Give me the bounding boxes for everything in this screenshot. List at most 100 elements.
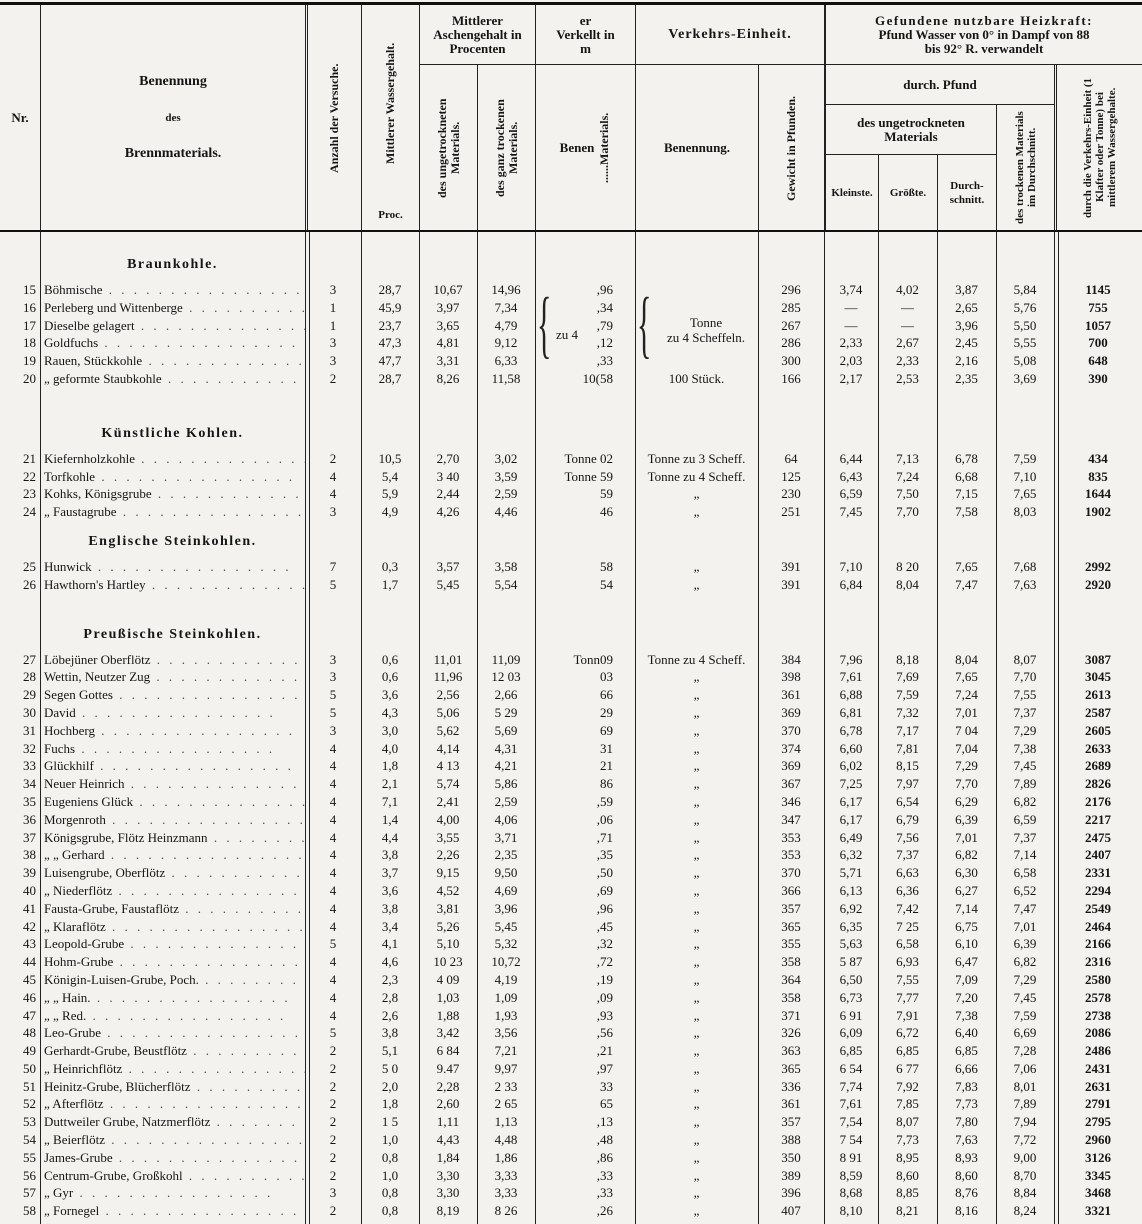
cell-name: „ Heinrichflötz . . . . . . . . . . . . … <box>40 1060 305 1078</box>
material-name: Hunwick <box>44 558 92 574</box>
cell-nr: 37 <box>23 829 36 845</box>
cell-asche-t: 4,69 <box>494 882 518 898</box>
cell-gewicht: 369 <box>781 758 801 774</box>
cell-gewicht: 166 <box>781 370 801 386</box>
cell-groesste: 8,95 <box>896 1149 919 1165</box>
cell-einheit: „ <box>693 576 700 592</box>
cell-verk: ,59 <box>596 793 613 809</box>
cell-einheit: „ <box>693 1114 700 1130</box>
cell-groesste: 8,60 <box>896 1167 919 1183</box>
material-name: Perleberg und Wittenberge <box>44 299 183 315</box>
leader-dots: . . . . . . . . . . . . . . . . <box>90 989 291 1005</box>
cell-asche-t: 4,46 <box>494 504 518 520</box>
table-row: 15 Böhmische . . . . . . . . . . . . . . … <box>0 281 1142 299</box>
cell-durchschnitt: 3,96 <box>955 317 978 333</box>
cell-einheit: Tonne zu 4 Scheff. <box>647 651 746 667</box>
table-row: 37 Königsgrube, Flötz Heinzmann . . . . .… <box>0 829 1142 847</box>
group-unit-note: Tonne zu 4 Scheffeln. <box>654 315 758 345</box>
cell-verk: 66 <box>600 687 613 703</box>
cell-name: Hawthorn's Hartley . . . . . . . . . . .… <box>40 576 305 594</box>
cell-total: 3045 <box>1085 669 1111 685</box>
column-rule <box>878 232 879 1224</box>
cell-durchschnitt: 6,66 <box>955 1060 978 1076</box>
header-kleinste: Kleinste. <box>824 155 878 230</box>
cell-asche-u: 4,43 <box>436 1132 460 1148</box>
cell-gewicht: 346 <box>781 793 801 809</box>
cell-verk: 33 <box>600 1078 613 1094</box>
cell-groesste: 7,37 <box>896 847 919 863</box>
cell-name: Kohks, Königsgrube . . . . . . . . . . .… <box>40 485 305 503</box>
cell-asche-t: 2,35 <box>494 847 518 863</box>
cell-verk: 54 <box>600 576 613 592</box>
cell-total: 755 <box>1088 299 1108 315</box>
table-row: 54 „ Beierflötz . . . . . . . . . . . . .… <box>0 1131 1142 1149</box>
cell-trocken: 7,06 <box>1013 1060 1037 1076</box>
cell-trocken: 7,38 <box>1013 740 1037 756</box>
cell-durchschnitt: 6,75 <box>955 918 978 934</box>
header-line: m <box>580 40 591 56</box>
cell-nr: 22 <box>23 468 36 484</box>
cell-wasser: 2,1 <box>381 776 399 792</box>
cell-groesste: 6 77 <box>896 1060 919 1076</box>
cell-name: Dieselbe gelagert . . . . . . . . . . . … <box>40 317 305 335</box>
cell-wasser: 3,8 <box>381 1025 399 1041</box>
cell-kleinste: 6,43 <box>839 468 863 484</box>
cell-total: 1057 <box>1085 317 1111 333</box>
cell-asche-t: 3,56 <box>494 1025 518 1041</box>
cell-total: 3345 <box>1085 1167 1111 1183</box>
cell-einheit: „ <box>693 704 700 720</box>
cell-anzahl: 3 <box>329 353 337 369</box>
cell-total: 2316 <box>1085 954 1111 970</box>
cell-name: Eugeniens Glück . . . . . . . . . . . . … <box>40 793 305 811</box>
leader-dots: . . . . . . . . . . . . . . . . <box>102 282 303 297</box>
cell-wasser: 28,7 <box>378 282 402 297</box>
material-name: Gerhardt-Grube, Beustflötz <box>44 1043 187 1059</box>
cell-gewicht: 363 <box>781 1043 801 1059</box>
cell-total: 2738 <box>1085 1007 1111 1023</box>
header-durch-pfund: durch. Pfund <box>824 65 1054 105</box>
cell-trocken: 7,59 <box>1013 450 1037 466</box>
cell-einheit: „ <box>693 971 700 987</box>
cell-durchschnitt: 7,63 <box>955 1132 978 1148</box>
cell-kleinste: 5,71 <box>839 865 863 881</box>
cell-wasser: 3,7 <box>381 865 399 881</box>
material-name: „ Afterflötz <box>44 1096 104 1112</box>
cell-verk: 10(58 <box>582 370 613 386</box>
cell-groesste: 8,07 <box>896 1114 919 1130</box>
leader-dots: . . . . . . . . . . . . . . . . <box>151 576 305 592</box>
cell-kleinste: 6 54 <box>839 1060 863 1076</box>
cell-total: 2795 <box>1085 1114 1111 1130</box>
header-line: schnitt. <box>949 193 985 206</box>
cell-durchschnitt: 7,65 <box>955 558 978 574</box>
cell-gewicht: 389 <box>781 1167 801 1183</box>
section-header: Preußische Steinkohlen. <box>0 594 1142 651</box>
header-verk-materials: ......Materials. <box>597 112 612 183</box>
cell-asche-u: 11,96 <box>433 669 463 685</box>
leader-dots: . . . . . . . . . . . . . . . . <box>93 758 294 774</box>
cell-kleinste: 2,17 <box>839 370 863 386</box>
cell-anzahl: 4 <box>329 989 337 1005</box>
cell-verk: ,93 <box>596 1007 613 1023</box>
cell-kleinste: 2,03 <box>839 353 863 369</box>
table-row: 21 Kiefernholzkohle . . . . . . . . . . .… <box>0 450 1142 468</box>
cell-name: „ geformte Staubkohle . . . . . . . . . … <box>40 370 305 388</box>
cell-nr: 48 <box>23 1025 36 1041</box>
header-wasser-unit: Proc. <box>361 200 419 230</box>
cell-nr: 50 <box>23 1060 36 1076</box>
cell-trocken: 7,68 <box>1013 558 1037 574</box>
cell-einheit <box>635 299 758 317</box>
cell-asche-u: 8,26 <box>436 370 460 386</box>
cell-einheit: „ <box>693 900 700 916</box>
cell-kleinste: 7,74 <box>839 1078 863 1094</box>
cell-einheit: „ <box>693 558 700 574</box>
cell-trocken: 3,69 <box>1013 370 1037 386</box>
cell-name: Morgenroth . . . . . . . . . . . . . . .… <box>40 811 305 829</box>
material-name: Wettin, Neutzer Zug <box>44 669 151 685</box>
cell-wasser: 0,6 <box>381 669 399 685</box>
cell-nr: 35 <box>23 793 36 809</box>
leader-dots: . . . . . . . . . . . . . . . . <box>98 335 299 351</box>
cell-trocken: 8,70 <box>1013 1167 1037 1183</box>
cell-verk: 59 <box>600 486 613 502</box>
cell-trocken: 7,89 <box>1013 776 1037 792</box>
cell-name: Leo-Grube . . . . . . . . . . . . . . . … <box>40 1024 305 1042</box>
